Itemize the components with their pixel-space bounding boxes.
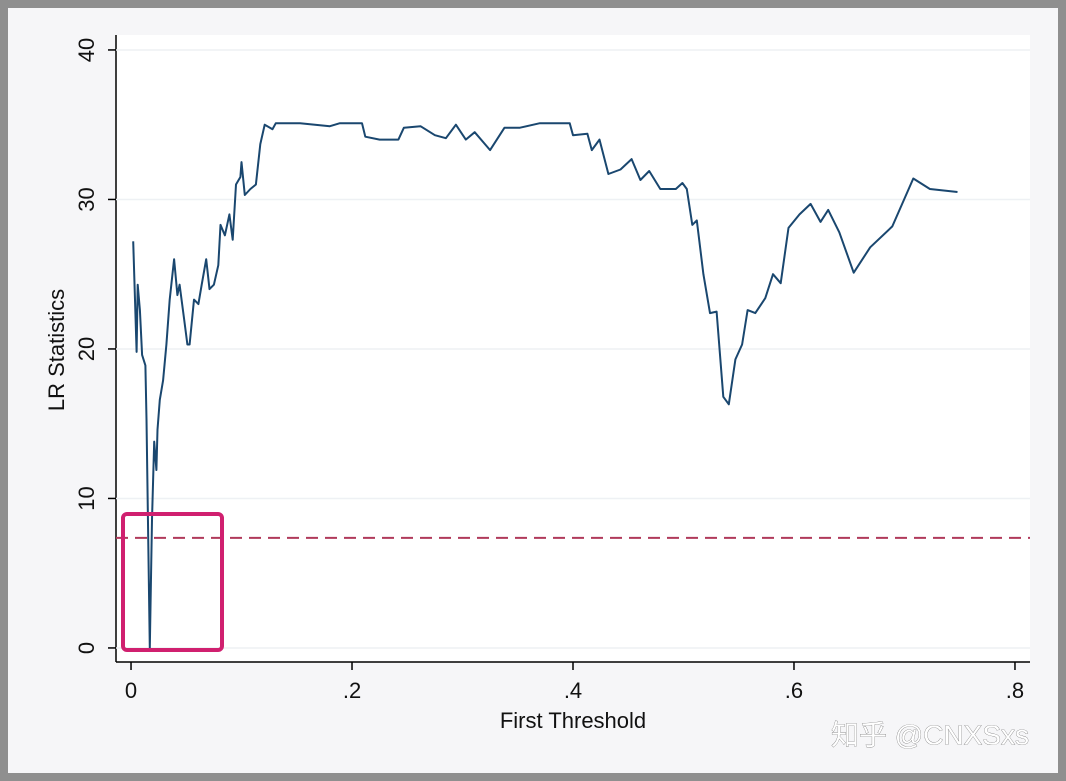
data-line [132, 122, 958, 649]
x-tick-label: .8 [1006, 678, 1024, 703]
y-tick-label: 10 [74, 486, 99, 510]
x-tick-label: .2 [343, 678, 361, 703]
plot: 0 10 20 30 40 0 .2 .4 .6 .8 [74, 35, 1030, 703]
x-tick-label: .6 [785, 678, 803, 703]
y-tick-label: 30 [74, 187, 99, 211]
y-axis-title: LR Statistics [44, 289, 69, 411]
y-tick-label: 0 [74, 642, 99, 654]
x-axis-title: First Threshold [500, 708, 646, 733]
x-tick-label: .4 [564, 678, 582, 703]
y-tick-label: 40 [74, 38, 99, 62]
highlight-box [121, 512, 224, 652]
watermark: 知乎 @CNXSxs [831, 719, 1029, 750]
y-tick-label: 20 [74, 337, 99, 361]
x-tick-label: 0 [125, 678, 137, 703]
